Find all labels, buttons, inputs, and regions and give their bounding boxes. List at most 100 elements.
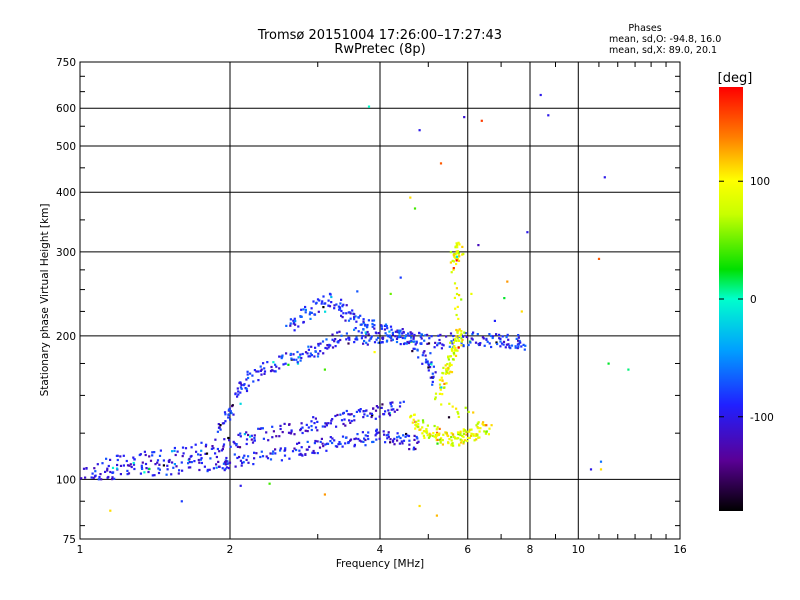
data-point: [424, 334, 427, 337]
data-point: [127, 472, 131, 475]
data-point: [464, 429, 467, 432]
data-point: [417, 419, 420, 422]
data-point: [437, 342, 440, 345]
data-point: [440, 386, 443, 389]
data-point: [514, 345, 517, 348]
data-point: [337, 340, 340, 343]
data-point: [371, 414, 374, 417]
data-point: [488, 427, 491, 430]
data-point: [508, 344, 511, 348]
data-point: [272, 430, 275, 433]
data-point: [470, 428, 473, 431]
data-point: [476, 422, 479, 425]
data-point: [421, 432, 424, 435]
data-point: [476, 333, 479, 336]
data-point: [314, 346, 317, 349]
data-point: [296, 361, 299, 364]
data-point: [451, 342, 454, 345]
data-point: [431, 434, 434, 437]
data-point: [324, 346, 327, 350]
data-point: [507, 343, 510, 346]
data-point: [271, 425, 274, 428]
data-point: [328, 305, 332, 308]
data-point: [295, 448, 298, 452]
data-point: [498, 333, 501, 336]
data-point: [357, 437, 360, 441]
data-point: [412, 336, 415, 339]
data-point: [143, 450, 146, 453]
data-point: [478, 343, 481, 346]
data-point: [342, 312, 345, 315]
data-point: [450, 436, 453, 439]
minor-ticks: [80, 62, 680, 539]
data-point: [334, 414, 337, 418]
data-point: [178, 469, 181, 472]
data-point: [353, 415, 356, 418]
data-point: [227, 467, 230, 470]
data-point: [363, 339, 366, 343]
data-point: [417, 440, 420, 443]
data-point: [459, 441, 463, 444]
data-point: [454, 253, 457, 256]
data-point: [404, 435, 407, 438]
data-point: [460, 340, 463, 343]
data-point: [407, 332, 410, 335]
data-point: [345, 332, 348, 335]
data-point: [410, 339, 413, 342]
data-point: [435, 431, 439, 434]
data-point: [251, 374, 254, 377]
data-point: [307, 355, 310, 358]
data-point: [368, 339, 371, 342]
data-point: [371, 440, 374, 444]
data-point: [364, 434, 367, 437]
data-point: [266, 361, 269, 364]
data-point: [247, 384, 250, 387]
colorbar-tick-label: 0: [750, 294, 757, 306]
data-point: [431, 372, 434, 375]
data-point: [427, 366, 430, 369]
y-tick-label: 75: [63, 534, 76, 546]
data-point: [389, 401, 392, 404]
data-point: [398, 334, 401, 337]
data-point: [354, 338, 357, 341]
data-point: [323, 493, 326, 496]
data-point: [351, 309, 354, 312]
data-point: [483, 430, 486, 433]
data-point: [194, 443, 197, 446]
data-point: [477, 427, 480, 430]
data-point: [322, 306, 325, 309]
data-point: [177, 472, 180, 475]
data-point: [473, 439, 476, 442]
data-point: [357, 330, 360, 333]
data-point: [94, 470, 97, 473]
data-point: [148, 455, 151, 458]
data-point: [367, 105, 371, 108]
data-point: [421, 354, 424, 357]
data-point: [250, 434, 253, 437]
data-point: [366, 330, 369, 334]
data-point: [436, 434, 439, 437]
data-point: [380, 406, 383, 409]
data-point: [461, 434, 464, 438]
data-point: [402, 331, 405, 334]
data-point: [181, 455, 184, 458]
data-point: [307, 426, 310, 429]
data-point: [589, 468, 593, 471]
data-point: [312, 416, 315, 419]
data-point: [375, 332, 378, 335]
data-point: [422, 421, 425, 424]
data-point: [313, 442, 316, 445]
data-point: [384, 441, 387, 444]
data-point: [334, 445, 337, 448]
x-tick-label: 16: [673, 544, 687, 556]
data-point: [225, 466, 229, 469]
data-point: [281, 354, 284, 357]
data-point: [469, 434, 473, 437]
data-point: [465, 335, 468, 339]
data-point: [477, 421, 480, 424]
data-point: [204, 452, 207, 455]
data-point: [412, 418, 415, 421]
data-point: [174, 453, 177, 457]
data-point: [464, 406, 467, 409]
data-point: [491, 335, 495, 338]
